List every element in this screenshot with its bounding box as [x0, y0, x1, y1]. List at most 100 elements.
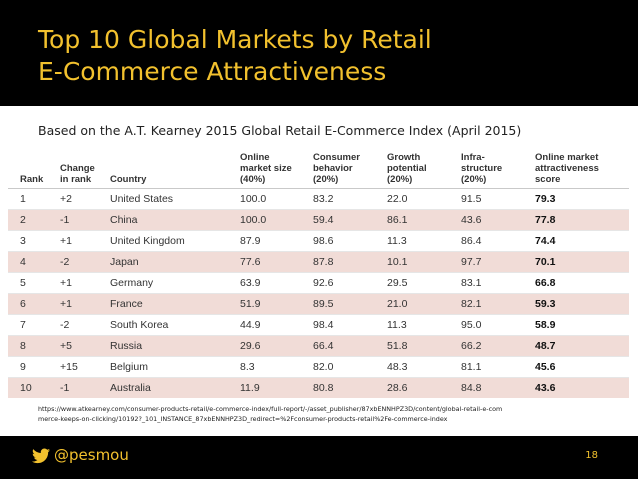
table-row: 8 +5 Russia 29.6 66.4 51.8 66.2 48.7: [8, 334, 629, 356]
cell-score: 66.8: [535, 271, 629, 293]
cell-consumer-behavior: 98.6: [313, 229, 387, 251]
cell-market-size: 77.6: [240, 250, 313, 272]
cell-infrastructure: 97.7: [461, 250, 535, 272]
cell-consumer-behavior: 83.2: [313, 187, 387, 209]
cell-country: United Kingdom: [110, 229, 240, 251]
cell-score: 59.3: [535, 292, 629, 314]
cell-growth-potential: 11.3: [387, 313, 461, 335]
header-attractiveness-score: Online market attractiveness score: [535, 150, 629, 189]
cell-rank: 6: [8, 292, 60, 314]
cell-infrastructure: 83.1: [461, 271, 535, 293]
cell-infrastructure: 95.0: [461, 313, 535, 335]
cell-consumer-behavior: 80.8: [313, 376, 387, 398]
markets-table: Rank Change in rank Country Online marke…: [8, 150, 629, 398]
header-country: Country: [110, 150, 240, 189]
table-body: 1 +2 United States 100.0 83.2 22.0 91.5 79.3 2 -1…: [8, 187, 629, 398]
slide-header: Top 10 Global Markets by Retail E-Commer…: [0, 0, 638, 106]
cell-rank: 10: [8, 376, 60, 398]
cell-country: Australia: [110, 376, 240, 398]
cell-consumer-behavior: 66.4: [313, 334, 387, 356]
table-row: 4 -2 Japan 77.6 87.8 10.1 97.7 70.1: [8, 250, 629, 272]
twitter-handle: @pesmou: [54, 446, 129, 464]
cell-change: +1: [60, 229, 110, 251]
cell-rank: 8: [8, 334, 60, 356]
cell-change: +1: [60, 292, 110, 314]
cell-rank: 7: [8, 313, 60, 335]
cell-infrastructure: 91.5: [461, 187, 535, 209]
cell-market-size: 11.9: [240, 376, 313, 398]
header-consumer-behavior: Consumer behavior (20%): [313, 150, 387, 189]
cell-consumer-behavior: 82.0: [313, 355, 387, 377]
cell-score: 45.6: [535, 355, 629, 377]
table-row: 1 +2 United States 100.0 83.2 22.0 91.5 79.3: [8, 187, 629, 209]
cell-score: 58.9: [535, 313, 629, 335]
cell-infrastructure: 82.1: [461, 292, 535, 314]
cell-growth-potential: 86.1: [387, 208, 461, 230]
cell-growth-potential: 29.5: [387, 271, 461, 293]
cell-market-size: 100.0: [240, 187, 313, 209]
header-market-size: Online market size (40%): [240, 150, 313, 189]
cell-score: 77.8: [535, 208, 629, 230]
cell-rank: 4: [8, 250, 60, 272]
cell-change: +5: [60, 334, 110, 356]
cell-change: +15: [60, 355, 110, 377]
cell-change: -1: [60, 376, 110, 398]
table-row: 2 -1 China 100.0 59.4 86.1 43.6 77.8: [8, 208, 629, 230]
cell-rank: 5: [8, 271, 60, 293]
cell-infrastructure: 43.6: [461, 208, 535, 230]
header-growth-potential: Growth potential (20%): [387, 150, 461, 189]
cell-growth-potential: 11.3: [387, 229, 461, 251]
table-header-row: Rank Change in rank Country Online marke…: [8, 150, 629, 189]
title-line-1: Top 10 Global Markets by Retail: [38, 25, 432, 54]
cell-growth-potential: 48.3: [387, 355, 461, 377]
cell-growth-potential: 10.1: [387, 250, 461, 272]
cell-country: Belgium: [110, 355, 240, 377]
cell-consumer-behavior: 92.6: [313, 271, 387, 293]
table-row: 9 +15 Belgium 8.3 82.0 48.3 81.1 45.6: [8, 355, 629, 377]
page-number: 18: [585, 450, 598, 461]
cell-market-size: 8.3: [240, 355, 313, 377]
header-change: Change in rank: [60, 150, 110, 189]
table-row: 5 +1 Germany 63.9 92.6 29.5 83.1 66.8: [8, 271, 629, 293]
cell-score: 79.3: [535, 187, 629, 209]
cell-infrastructure: 81.1: [461, 355, 535, 377]
cell-consumer-behavior: 89.5: [313, 292, 387, 314]
cell-country: Japan: [110, 250, 240, 272]
table-row: 7 -2 South Korea 44.9 98.4 11.3 95.0 58.9: [8, 313, 629, 335]
cell-rank: 9: [8, 355, 60, 377]
table-row: 3 +1 United Kingdom 87.9 98.6 11.3 86.4 74.4: [8, 229, 629, 251]
cell-market-size: 29.6: [240, 334, 313, 356]
cell-country: South Korea: [110, 313, 240, 335]
cell-growth-potential: 28.6: [387, 376, 461, 398]
slide-title: Top 10 Global Markets by Retail E-Commer…: [38, 24, 432, 88]
cell-infrastructure: 86.4: [461, 229, 535, 251]
cell-infrastructure: 66.2: [461, 334, 535, 356]
cell-change: -2: [60, 313, 110, 335]
cell-market-size: 51.9: [240, 292, 313, 314]
cell-change: +1: [60, 271, 110, 293]
cell-market-size: 87.9: [240, 229, 313, 251]
slide-content: Based on the A.T. Kearney 2015 Global Re…: [0, 106, 638, 436]
cell-score: 74.4: [535, 229, 629, 251]
cell-rank: 1: [8, 187, 60, 209]
cell-change: -2: [60, 250, 110, 272]
cell-consumer-behavior: 87.8: [313, 250, 387, 272]
cell-score: 43.6: [535, 376, 629, 398]
source-url[interactable]: https://www.atkearney.com/consumer-produ…: [38, 405, 503, 423]
cell-consumer-behavior: 59.4: [313, 208, 387, 230]
cell-rank: 2: [8, 208, 60, 230]
cell-country: China: [110, 208, 240, 230]
cell-score: 70.1: [535, 250, 629, 272]
cell-score: 48.7: [535, 334, 629, 356]
header-infrastructure: Infra- structure (20%): [461, 150, 535, 189]
cell-country: United States: [110, 187, 240, 209]
cell-market-size: 63.9: [240, 271, 313, 293]
cell-change: -1: [60, 208, 110, 230]
twitter-icon: [32, 448, 50, 464]
cell-growth-potential: 21.0: [387, 292, 461, 314]
header-rank: Rank: [8, 150, 60, 189]
cell-growth-potential: 22.0: [387, 187, 461, 209]
table-row: 6 +1 France 51.9 89.5 21.0 82.1 59.3: [8, 292, 629, 314]
slide-subtitle: Based on the A.T. Kearney 2015 Global Re…: [38, 123, 522, 138]
table-row: 10 -1 Australia 11.9 80.8 28.6 84.8 43.6: [8, 376, 629, 398]
